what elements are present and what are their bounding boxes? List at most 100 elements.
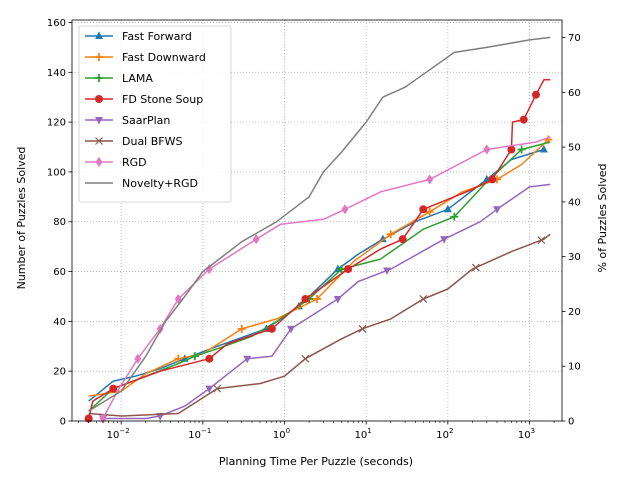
x-axis: 10−2 10−1 100 101 102 103 bbox=[78, 421, 555, 441]
legend-marker bbox=[95, 53, 103, 61]
legend-item-fast-downward: Fast Downward bbox=[85, 51, 206, 64]
series-marker-saarplan bbox=[243, 355, 252, 364]
series-marker-dual-bfws bbox=[213, 384, 222, 393]
series-marker-saarplan bbox=[205, 385, 214, 394]
series-line-saarplan bbox=[103, 183, 551, 420]
legend-box bbox=[78, 25, 232, 203]
legend-label: Dual BFWS bbox=[122, 135, 182, 148]
series-marker-fast-downward bbox=[425, 207, 434, 216]
legend: Fast Forward Fast Downward LAMA FD Stone So… bbox=[78, 25, 232, 203]
x-tick-label: 100 bbox=[273, 427, 290, 441]
y-right-tick-label: 40 bbox=[568, 197, 581, 208]
series-marker-saarplan bbox=[286, 325, 295, 334]
series-line-novelty-rgd bbox=[88, 36, 551, 412]
series-marker-fast-downward bbox=[313, 294, 321, 303]
x-tick-label: 101 bbox=[355, 427, 372, 441]
series-marker-fast-downward bbox=[237, 324, 246, 333]
series-marker-rgd bbox=[205, 264, 213, 275]
series-marker-lama bbox=[190, 352, 199, 361]
x-tick-label: 102 bbox=[436, 427, 453, 441]
series-marker-fast-downward bbox=[386, 230, 395, 239]
x-tick-label: 10−2 bbox=[107, 427, 130, 441]
legend-label: FD Stone Soup bbox=[122, 93, 203, 106]
series-marker-dual-bfws bbox=[301, 354, 310, 363]
series-novelty-rgd bbox=[88, 36, 551, 412]
y-right-tick-label: 70 bbox=[568, 33, 581, 44]
x-tick-label: 103 bbox=[518, 427, 535, 441]
y-tick-label: 140 bbox=[47, 68, 66, 79]
legend-label: LAMA bbox=[122, 72, 153, 85]
y-right-tick-label: 20 bbox=[568, 307, 581, 318]
series-marker-fd-stone-soup bbox=[84, 414, 93, 423]
plot-frame bbox=[71, 19, 563, 422]
y-right-tick-label: 10 bbox=[568, 362, 581, 373]
series-dual-bfws bbox=[88, 233, 551, 417]
y-axis-left: 0 20 40 60 80 100 120 140 160 bbox=[47, 18, 72, 428]
series-marker-fd-stone-soup bbox=[519, 115, 528, 124]
series-marker-saarplan bbox=[493, 206, 502, 214]
series-fd-stone-soup bbox=[84, 79, 551, 423]
series-marker-fd-stone-soup bbox=[398, 235, 407, 244]
legend-item-lama: LAMA bbox=[85, 72, 153, 85]
legend-label: SaarPlan bbox=[122, 114, 170, 127]
y-axis-right-label: % of Puzzles Solved bbox=[596, 163, 609, 272]
series-marker-fd-stone-soup bbox=[507, 145, 516, 154]
y-tick-label: 60 bbox=[53, 267, 66, 278]
legend-item-fast-forward: Fast Forward bbox=[85, 30, 192, 43]
legend-item-rgd: RGD bbox=[85, 156, 147, 169]
y-tick-label: 120 bbox=[47, 118, 66, 129]
legend-marker bbox=[95, 31, 103, 39]
series-marker-fd-stone-soup bbox=[301, 294, 310, 303]
legend-marker bbox=[95, 117, 103, 125]
legend-marker bbox=[95, 95, 103, 103]
y-axis-right: 0 10 20 30 40 50 60 70 bbox=[562, 33, 581, 428]
series-marker-dual-bfws bbox=[419, 295, 428, 303]
series-marker-saarplan bbox=[383, 267, 392, 276]
legend-item-saarplan: SaarPlan bbox=[85, 114, 170, 127]
series-marker-fd-stone-soup bbox=[205, 354, 214, 363]
series-marker-lama bbox=[450, 212, 459, 221]
series-marker-fast-forward bbox=[539, 145, 548, 153]
x-tick-label: 10−1 bbox=[188, 427, 211, 441]
series-saarplan bbox=[99, 183, 551, 424]
x-axis-label: Planning Time Per Puzzle (seconds) bbox=[219, 455, 413, 468]
series-marker-rgd bbox=[156, 323, 164, 334]
y-tick-label: 0 bbox=[60, 417, 66, 428]
y-right-tick-label: 50 bbox=[568, 143, 581, 154]
y-tick-label: 40 bbox=[53, 317, 66, 328]
series-marker-saarplan bbox=[333, 295, 342, 304]
legend-marker bbox=[95, 137, 103, 145]
series-marker-dual-bfws bbox=[471, 263, 480, 272]
series-marker-rgd bbox=[426, 174, 434, 185]
series-marker-rgd bbox=[252, 234, 260, 245]
series-marker-rgd bbox=[483, 144, 491, 155]
series-line-rgd bbox=[102, 136, 551, 419]
legend-label: Fast Forward bbox=[122, 30, 192, 43]
y-right-tick-label: 0 bbox=[568, 417, 574, 428]
y-tick-label: 20 bbox=[53, 367, 66, 378]
y-tick-label: 160 bbox=[47, 18, 66, 29]
series-marker-fast-forward bbox=[378, 234, 387, 243]
series-marker-lama bbox=[517, 145, 526, 154]
y-tick-label: 100 bbox=[47, 167, 66, 178]
series-marker-fd-stone-soup bbox=[531, 90, 540, 99]
legend-item-fd-stone-soup: FD Stone Soup bbox=[85, 93, 203, 106]
series-marker-fast-forward bbox=[443, 204, 452, 213]
series-marker-dual-bfws bbox=[537, 236, 546, 245]
series-lines bbox=[84, 36, 553, 424]
y-right-tick-label: 60 bbox=[568, 88, 581, 99]
series-line-dual-bfws bbox=[88, 233, 551, 417]
series-marker-fd-stone-soup bbox=[488, 175, 497, 184]
series-marker-saarplan bbox=[440, 236, 449, 244]
series-marker-fd-stone-soup bbox=[419, 205, 428, 214]
legend-marker bbox=[95, 74, 103, 82]
legend-label: Fast Downward bbox=[122, 51, 206, 64]
series-marker-fd-stone-soup bbox=[109, 384, 118, 393]
series-marker-rgd bbox=[341, 204, 349, 215]
legend-label: RGD bbox=[122, 156, 147, 169]
legend-label: Novelty+RGD bbox=[122, 177, 198, 190]
series-marker-fd-stone-soup bbox=[344, 265, 353, 274]
series-marker-dual-bfws bbox=[358, 324, 367, 333]
series-rgd bbox=[99, 136, 551, 424]
legend-item-dual-bfws: Dual BFWS bbox=[85, 135, 182, 148]
